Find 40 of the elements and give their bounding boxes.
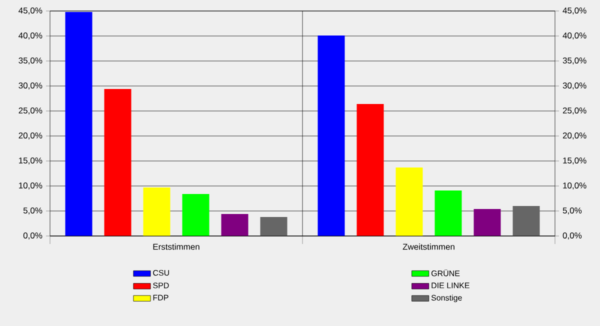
y-tick-label: 20,0% xyxy=(18,132,42,140)
y2-tick-label: 15,0% xyxy=(563,157,586,164)
y2-tick-label: 0,0% xyxy=(562,232,582,240)
y-tick-label: 15,0% xyxy=(19,157,42,164)
y2-tick-label: 10,0% xyxy=(563,182,586,190)
y-tick-label: 45,0% xyxy=(18,7,42,14)
y2-tick-label: 40,0% xyxy=(562,32,586,40)
legend-label: Sonstige xyxy=(431,294,462,302)
bar xyxy=(512,206,540,236)
x-tick-label: Erststimmen xyxy=(153,244,200,250)
bar xyxy=(260,216,288,236)
bar xyxy=(396,167,423,236)
bar xyxy=(104,88,132,236)
y2-tick-label: 30,0% xyxy=(562,82,586,90)
y-tick-label: 30,0% xyxy=(18,82,42,90)
legend-label: FDP xyxy=(153,294,168,300)
y-tick-label: 10,0% xyxy=(19,182,42,190)
bar xyxy=(474,208,501,236)
y2-tick-label: 45,0% xyxy=(562,7,586,14)
y-tick-label: 0,0% xyxy=(23,232,42,240)
legend-label: GRÜNE xyxy=(431,269,460,276)
legend-label: CSU xyxy=(153,270,169,276)
legend-label: SPD xyxy=(153,282,169,288)
bar xyxy=(143,187,170,236)
bar xyxy=(356,104,384,236)
legend-label: DIE LINKE xyxy=(432,282,470,288)
y-tick-label: 5,0% xyxy=(23,207,42,214)
bar xyxy=(182,194,210,236)
y2-tick-label: 5,0% xyxy=(562,207,582,214)
y2-tick-label: 20,0% xyxy=(562,132,586,140)
y2-tick-label: 25,0% xyxy=(562,107,586,114)
bar xyxy=(318,35,345,236)
bar xyxy=(221,214,248,236)
y-tick-label: 35,0% xyxy=(18,57,42,64)
x-tick-label: Zweitstimmen xyxy=(402,244,454,250)
bar xyxy=(434,190,462,236)
bar xyxy=(65,12,92,236)
y-tick-label: 25,0% xyxy=(18,107,42,114)
y-tick-label: 40,0% xyxy=(18,32,42,40)
y2-tick-label: 35,0% xyxy=(562,57,586,64)
